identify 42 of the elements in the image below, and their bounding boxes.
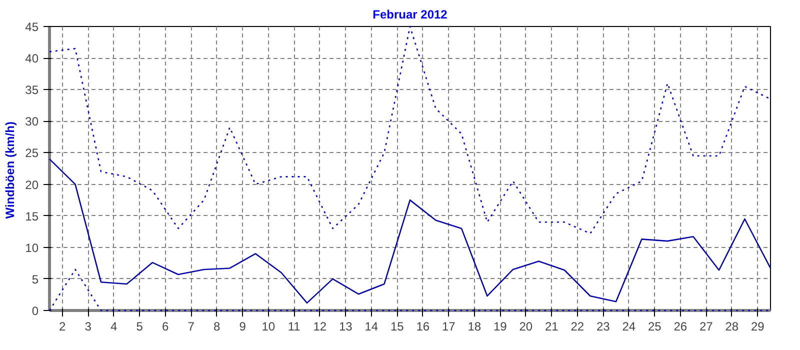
x-tick-label: 12 [313,320,327,334]
y-tick-label: 0 [32,304,39,318]
y-axis-title: Windböen (km/h) [3,122,18,219]
x-tick-label: 3 [84,320,92,334]
x-tick-label: 11 [288,320,301,334]
y-tick-label: 10 [25,240,39,255]
x-tick-label: 24 [622,320,636,334]
x-tick-label: 17 [442,320,456,334]
y-tick-label: 25 [25,146,39,160]
x-tick-label: 26 [674,320,688,334]
y-tick-label: 35 [25,83,39,98]
x-tick-label: 23 [596,320,610,334]
y-tick-label: 30 [25,114,39,129]
x-tick-label: 16 [416,320,430,334]
x-tick-label: 27 [699,320,714,334]
y-tick-label: 20 [25,178,39,192]
x-tick-label: 19 [493,320,508,334]
x-tick-label: 6 [162,320,170,334]
x-tick-label: 28 [725,320,739,334]
x-tick-label: 13 [338,320,353,334]
line-series [48,158,772,304]
x-tick-label: 21 [544,320,559,334]
x-tick-label: 2 [59,320,66,334]
x-tick-label: 15 [390,320,404,334]
chart-title: Februar 2012 [372,8,448,22]
x-tick-label: 18 [468,320,482,334]
x-tick-label: 4 [110,320,118,334]
y-tick-label: 40 [25,52,39,66]
x-tick-label: 14 [364,320,378,334]
x-tick-label: 8 [214,320,221,334]
y-tick-label: 45 [25,20,39,34]
x-tick-label: 10 [262,320,276,334]
y-tick-label: 15 [25,209,39,224]
x-tick-label: 5 [136,320,144,334]
line-series [48,26,772,234]
x-tick-label: 20 [519,320,533,334]
x-tick-label: 25 [648,320,662,334]
y-tick-label: 5 [32,272,39,286]
x-tick-label: 9 [239,320,246,334]
x-tick-label: 7 [188,320,195,334]
x-tick-label: 22 [570,320,584,334]
x-tick-label: 29 [750,320,765,334]
